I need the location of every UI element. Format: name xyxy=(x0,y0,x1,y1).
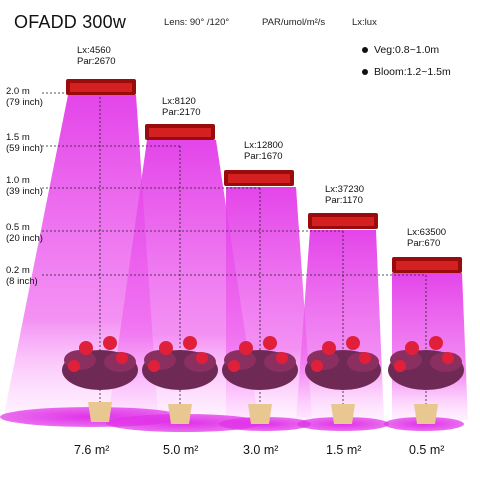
legend-bloom: Bloom:1.2~1.5m xyxy=(362,66,451,78)
coverage-5: 0.5 m² xyxy=(409,443,445,457)
brand-title: OFADD 300w xyxy=(14,12,127,32)
plants xyxy=(62,336,464,424)
lamp-3 xyxy=(224,170,294,186)
reading-1: Lx:4560 Par:2670 xyxy=(77,45,116,67)
lamp-4 xyxy=(308,213,378,229)
reading-4: Lx:37230 Par:1170 xyxy=(325,184,365,206)
lamp-5 xyxy=(392,257,462,273)
bullet-icon xyxy=(362,47,368,54)
lux-unit-label: Lx:lux xyxy=(352,17,377,28)
lens-label: Lens: 90° /120° xyxy=(164,17,230,28)
height-label-1: 2.0 m (79 inch) xyxy=(6,86,43,108)
height-label-3: 1.0 m (39 inch) xyxy=(6,175,43,197)
plant-1 xyxy=(62,336,138,422)
height-label-5: 0.2 m (8 inch) xyxy=(6,265,38,287)
lamp-1 xyxy=(66,79,136,95)
coverage-2: 5.0 m² xyxy=(163,443,199,457)
coverage-3: 3.0 m² xyxy=(243,443,279,457)
coverage-4: 1.5 m² xyxy=(326,443,362,457)
beam-2 xyxy=(108,140,258,418)
beam-4 xyxy=(296,230,384,420)
reading-2: Lx:8120 Par:2170 xyxy=(162,96,201,118)
lamp-2 xyxy=(145,124,215,140)
bullet-icon xyxy=(362,69,368,76)
height-label-2: 1.5 m (59 inch) xyxy=(6,132,43,154)
plant-2 xyxy=(142,336,218,424)
height-label-4: 0.5 m (20 inch) xyxy=(6,222,43,244)
coverage-1: 7.6 m² xyxy=(74,443,110,457)
reading-3: Lx:12800 Par:1670 xyxy=(244,140,284,162)
legend-veg: Veg:0.8~1.0m xyxy=(362,44,439,56)
par-unit-label: PAR/umol/m²/s xyxy=(262,17,326,28)
plant-3 xyxy=(222,336,298,424)
reading-5: Lx:63500 Par:670 xyxy=(407,227,447,249)
plant-4 xyxy=(305,336,381,424)
beam-1 xyxy=(4,95,158,415)
plant-5 xyxy=(388,336,464,424)
grow-lamps xyxy=(66,79,462,273)
